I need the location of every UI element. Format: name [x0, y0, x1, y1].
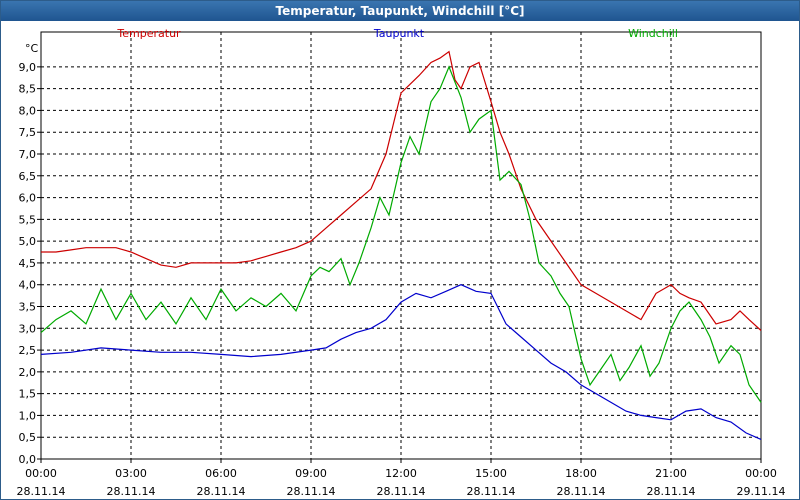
x-tick-time: 21:00: [655, 467, 687, 480]
series-layer: [40, 50, 762, 440]
x-tick-time: 15:00: [475, 467, 507, 480]
y-tick-label: 7,0: [19, 148, 37, 161]
y-tick-label: 8,0: [19, 104, 37, 117]
y-tick-label: 4,5: [19, 257, 37, 270]
y-tick-label: 0,0: [19, 453, 37, 466]
y-tick-label: 5,5: [19, 213, 37, 226]
y-axis: 0,0 0,5 1,0 1,5 2,0 2,5 3,0 3,5 4,0 4,5 5,0 5,5 6,0 6…: [19, 61, 41, 466]
y-tick-label: 4,0: [19, 279, 37, 292]
y-tick-label: 0,5: [19, 431, 37, 444]
x-tick-time: 06:00: [205, 467, 237, 480]
x-tick-time: 03:00: [115, 467, 147, 480]
x-tick-time: 09:00: [295, 467, 327, 480]
series-line-windchill: [40, 65, 762, 403]
series-line-temperatur: [41, 50, 762, 331]
chart-area: 0,0 0,5 1,0 1,5 2,0 2,5 3,0 3,5 4,0 4,5 5,0 5,5 6,0 6…: [17, 27, 786, 498]
x-tick-time: 18:00: [565, 467, 597, 480]
y-tick-label: 6,0: [19, 192, 37, 205]
x-tick-date: 28.11.14: [17, 485, 66, 498]
legend: Temperatur Taupunkt Windchill: [116, 27, 678, 40]
y-unit-label: °C: [25, 42, 39, 55]
x-tick-time: 12:00: [385, 467, 417, 480]
x-tick-date: 28.11.14: [287, 485, 336, 498]
y-tick-label: 9,0: [19, 61, 37, 74]
x-tick-date: 28.11.14: [557, 485, 606, 498]
y-tick-label: 3,0: [19, 322, 37, 335]
y-tick-label: 8,5: [19, 83, 37, 96]
legend-taupunkt: Taupunkt: [373, 27, 425, 40]
y-tick-label: 5,0: [19, 235, 37, 248]
x-tick-date: 28.11.14: [107, 485, 156, 498]
y-tick-label: 1,5: [19, 388, 37, 401]
legend-windchill: Windchill: [628, 27, 678, 40]
x-tick-time: 00:00: [25, 467, 57, 480]
y-tick-label: 6,5: [19, 170, 37, 183]
x-tick-date: 29.11.14: [737, 485, 786, 498]
x-axis: 00:00 28.11.14 03:00 28.11.14 06:00 28.11.14 0…: [17, 459, 786, 498]
chart-title: Temperatur, Taupunkt, Windchill [°C]: [1, 1, 799, 21]
y-tick-label: 2,5: [19, 344, 37, 357]
x-tick-date: 28.11.14: [647, 485, 696, 498]
legend-temperatur: Temperatur: [116, 27, 181, 40]
grid: [40, 31, 762, 460]
x-tick-time: 00:00: [745, 467, 777, 480]
x-tick-date: 28.11.14: [377, 485, 426, 498]
x-tick-date: 28.11.14: [467, 485, 516, 498]
y-tick-label: 1,0: [19, 409, 37, 422]
y-tick-label: 3,5: [19, 301, 37, 314]
series-line-taupunkt: [40, 284, 762, 440]
y-tick-label: 7,5: [19, 126, 37, 139]
y-tick-label: 2,0: [19, 366, 37, 379]
x-tick-date: 28.11.14: [197, 485, 246, 498]
